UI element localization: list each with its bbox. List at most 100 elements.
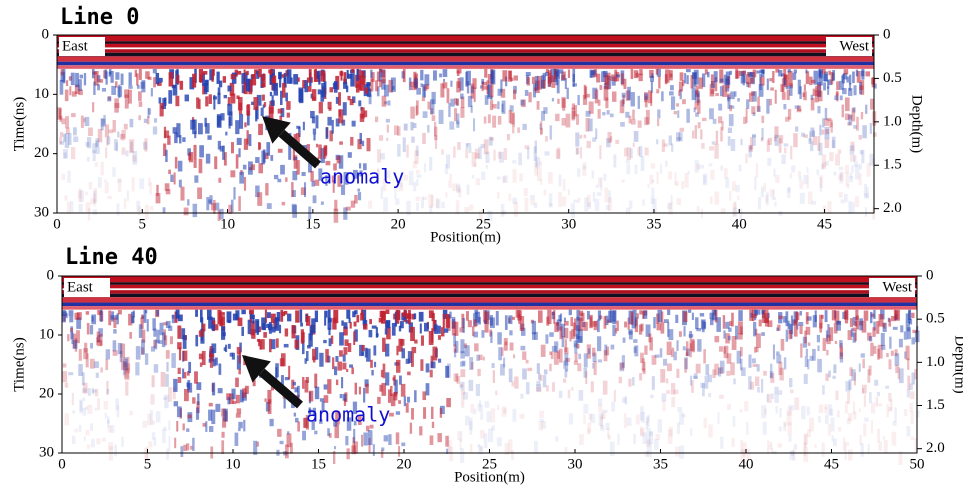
reflection xyxy=(474,309,479,314)
reflection xyxy=(456,185,461,192)
reflection xyxy=(325,127,329,140)
reflection xyxy=(869,392,872,404)
reflection xyxy=(789,173,793,179)
reflection xyxy=(501,347,504,357)
reflection xyxy=(524,197,529,212)
reflection xyxy=(403,396,406,407)
reflection xyxy=(446,154,451,169)
reflection xyxy=(746,448,751,460)
reflection xyxy=(428,194,434,208)
reflection xyxy=(283,77,286,85)
reflection xyxy=(651,355,657,365)
reflection xyxy=(825,330,828,342)
reflection xyxy=(83,348,88,360)
reflection xyxy=(262,323,266,331)
x-axis-label: Position(m) xyxy=(454,469,525,485)
reflection xyxy=(787,406,792,416)
reflection xyxy=(647,414,650,428)
reflection xyxy=(533,146,537,161)
reflection xyxy=(277,148,283,153)
reflection xyxy=(442,309,448,319)
reflection xyxy=(721,121,724,131)
reflection xyxy=(400,383,406,397)
reflection xyxy=(787,69,792,73)
reflection xyxy=(79,74,83,79)
reflection xyxy=(586,310,590,320)
reflection xyxy=(430,195,434,207)
reflection xyxy=(150,394,155,405)
arrow-head xyxy=(262,116,291,144)
reflection xyxy=(761,405,767,419)
reflection xyxy=(558,348,563,363)
reflection xyxy=(470,86,474,94)
reflection xyxy=(527,367,533,372)
reflection xyxy=(302,430,307,441)
reflection xyxy=(217,210,221,221)
reflection xyxy=(645,421,648,430)
reflection xyxy=(667,322,670,337)
reflection xyxy=(793,133,798,148)
label-box xyxy=(64,278,110,297)
reflection xyxy=(390,393,396,407)
reflection xyxy=(146,319,149,332)
reflection xyxy=(740,326,743,335)
x-tick-label: 0 xyxy=(53,216,61,232)
reflection xyxy=(230,73,236,80)
reflection xyxy=(503,357,506,368)
reflection xyxy=(783,357,787,370)
reflection xyxy=(500,88,506,98)
reflection xyxy=(772,70,775,83)
reflection xyxy=(312,128,317,135)
reflection xyxy=(624,396,628,405)
reflection xyxy=(817,358,822,373)
x-tick-label: 20 xyxy=(391,216,406,232)
reflection xyxy=(408,309,411,325)
reflection xyxy=(564,78,567,89)
reflection xyxy=(577,197,581,203)
reflection xyxy=(569,330,572,342)
reflection xyxy=(848,175,854,183)
reflection-band xyxy=(62,288,917,291)
reflection xyxy=(867,444,870,454)
reflection xyxy=(836,410,840,418)
reflection xyxy=(638,324,643,335)
reflection xyxy=(560,313,563,322)
reflection xyxy=(583,404,589,414)
reflection xyxy=(803,373,808,384)
reflection xyxy=(343,326,348,336)
reflection xyxy=(211,382,216,396)
reflection xyxy=(594,89,599,104)
reflection xyxy=(766,78,769,91)
reflection xyxy=(292,381,296,386)
reflection xyxy=(308,390,314,402)
reflection xyxy=(463,343,468,349)
reflection xyxy=(604,75,609,85)
reflection xyxy=(235,394,240,404)
reflection xyxy=(613,154,617,168)
reflection xyxy=(644,117,649,126)
reflection xyxy=(208,316,213,329)
reflection xyxy=(492,103,497,109)
reflection xyxy=(228,111,233,126)
reflection xyxy=(845,172,849,186)
reflection xyxy=(428,330,434,345)
reflection xyxy=(112,340,117,352)
reflection xyxy=(448,180,452,188)
reflection xyxy=(333,420,338,427)
reflection xyxy=(595,184,599,189)
reflection xyxy=(96,438,101,445)
reflection xyxy=(300,187,306,195)
reflection xyxy=(123,357,128,368)
reflection xyxy=(796,108,802,113)
reflection xyxy=(534,331,538,340)
reflection xyxy=(364,347,368,358)
reflection xyxy=(757,197,761,210)
reflection xyxy=(487,84,492,99)
reflection xyxy=(460,93,464,100)
reflection xyxy=(490,82,494,98)
reflection xyxy=(354,329,358,342)
reflection xyxy=(349,364,353,368)
reflection xyxy=(238,428,241,432)
reflection xyxy=(742,70,746,83)
reflection xyxy=(681,181,685,190)
